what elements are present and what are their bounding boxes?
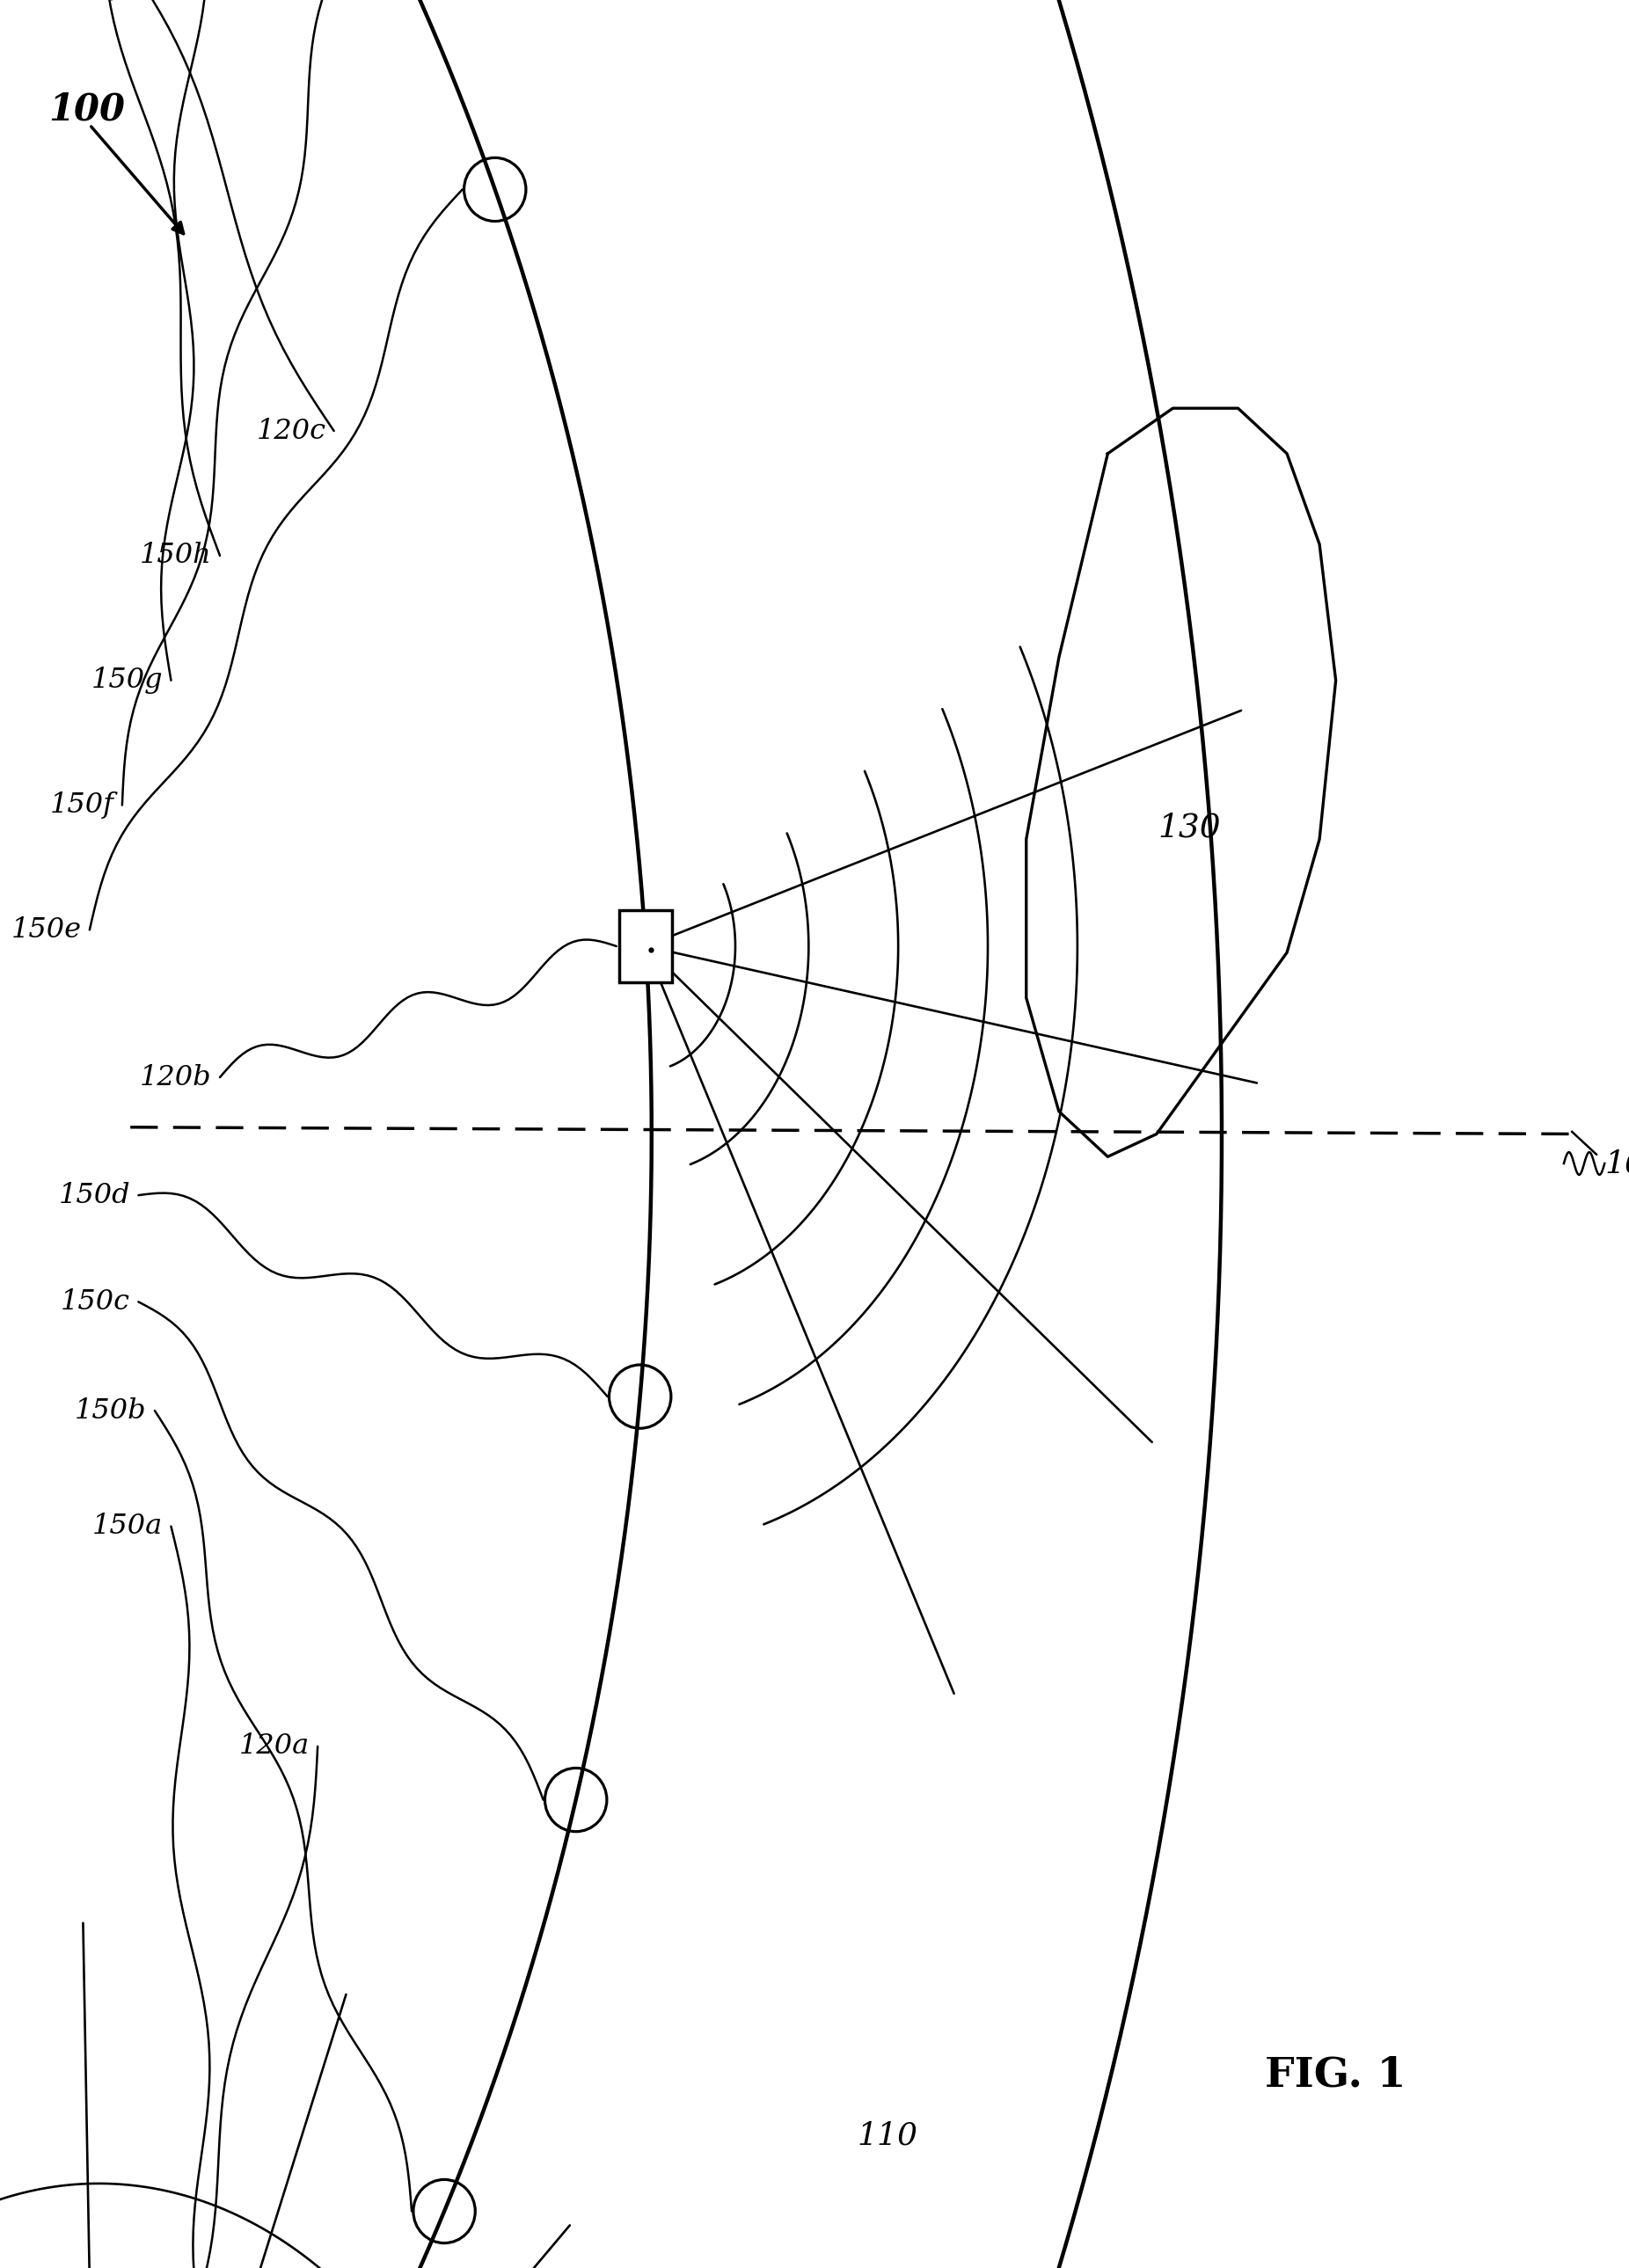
FancyBboxPatch shape [619,909,671,982]
Text: 150d: 150d [59,1182,130,1209]
Text: 100: 100 [49,91,125,127]
Text: FIG. 1: FIG. 1 [1266,2055,1406,2096]
Text: 120c: 120c [256,417,326,445]
Text: 150h: 150h [140,542,212,569]
Text: 150a: 150a [93,1513,163,1540]
Text: 130: 130 [1158,812,1220,844]
Text: 150f: 150f [50,792,114,819]
Text: 120b: 120b [140,1064,212,1091]
Text: 150c: 150c [60,1288,130,1315]
Text: 150e: 150e [11,916,81,943]
Text: 150g: 150g [91,667,163,694]
Text: 160: 160 [1605,1148,1629,1179]
Text: 110: 110 [857,2121,919,2150]
Text: 120a: 120a [239,1733,310,1760]
Text: 150b: 150b [75,1397,147,1424]
